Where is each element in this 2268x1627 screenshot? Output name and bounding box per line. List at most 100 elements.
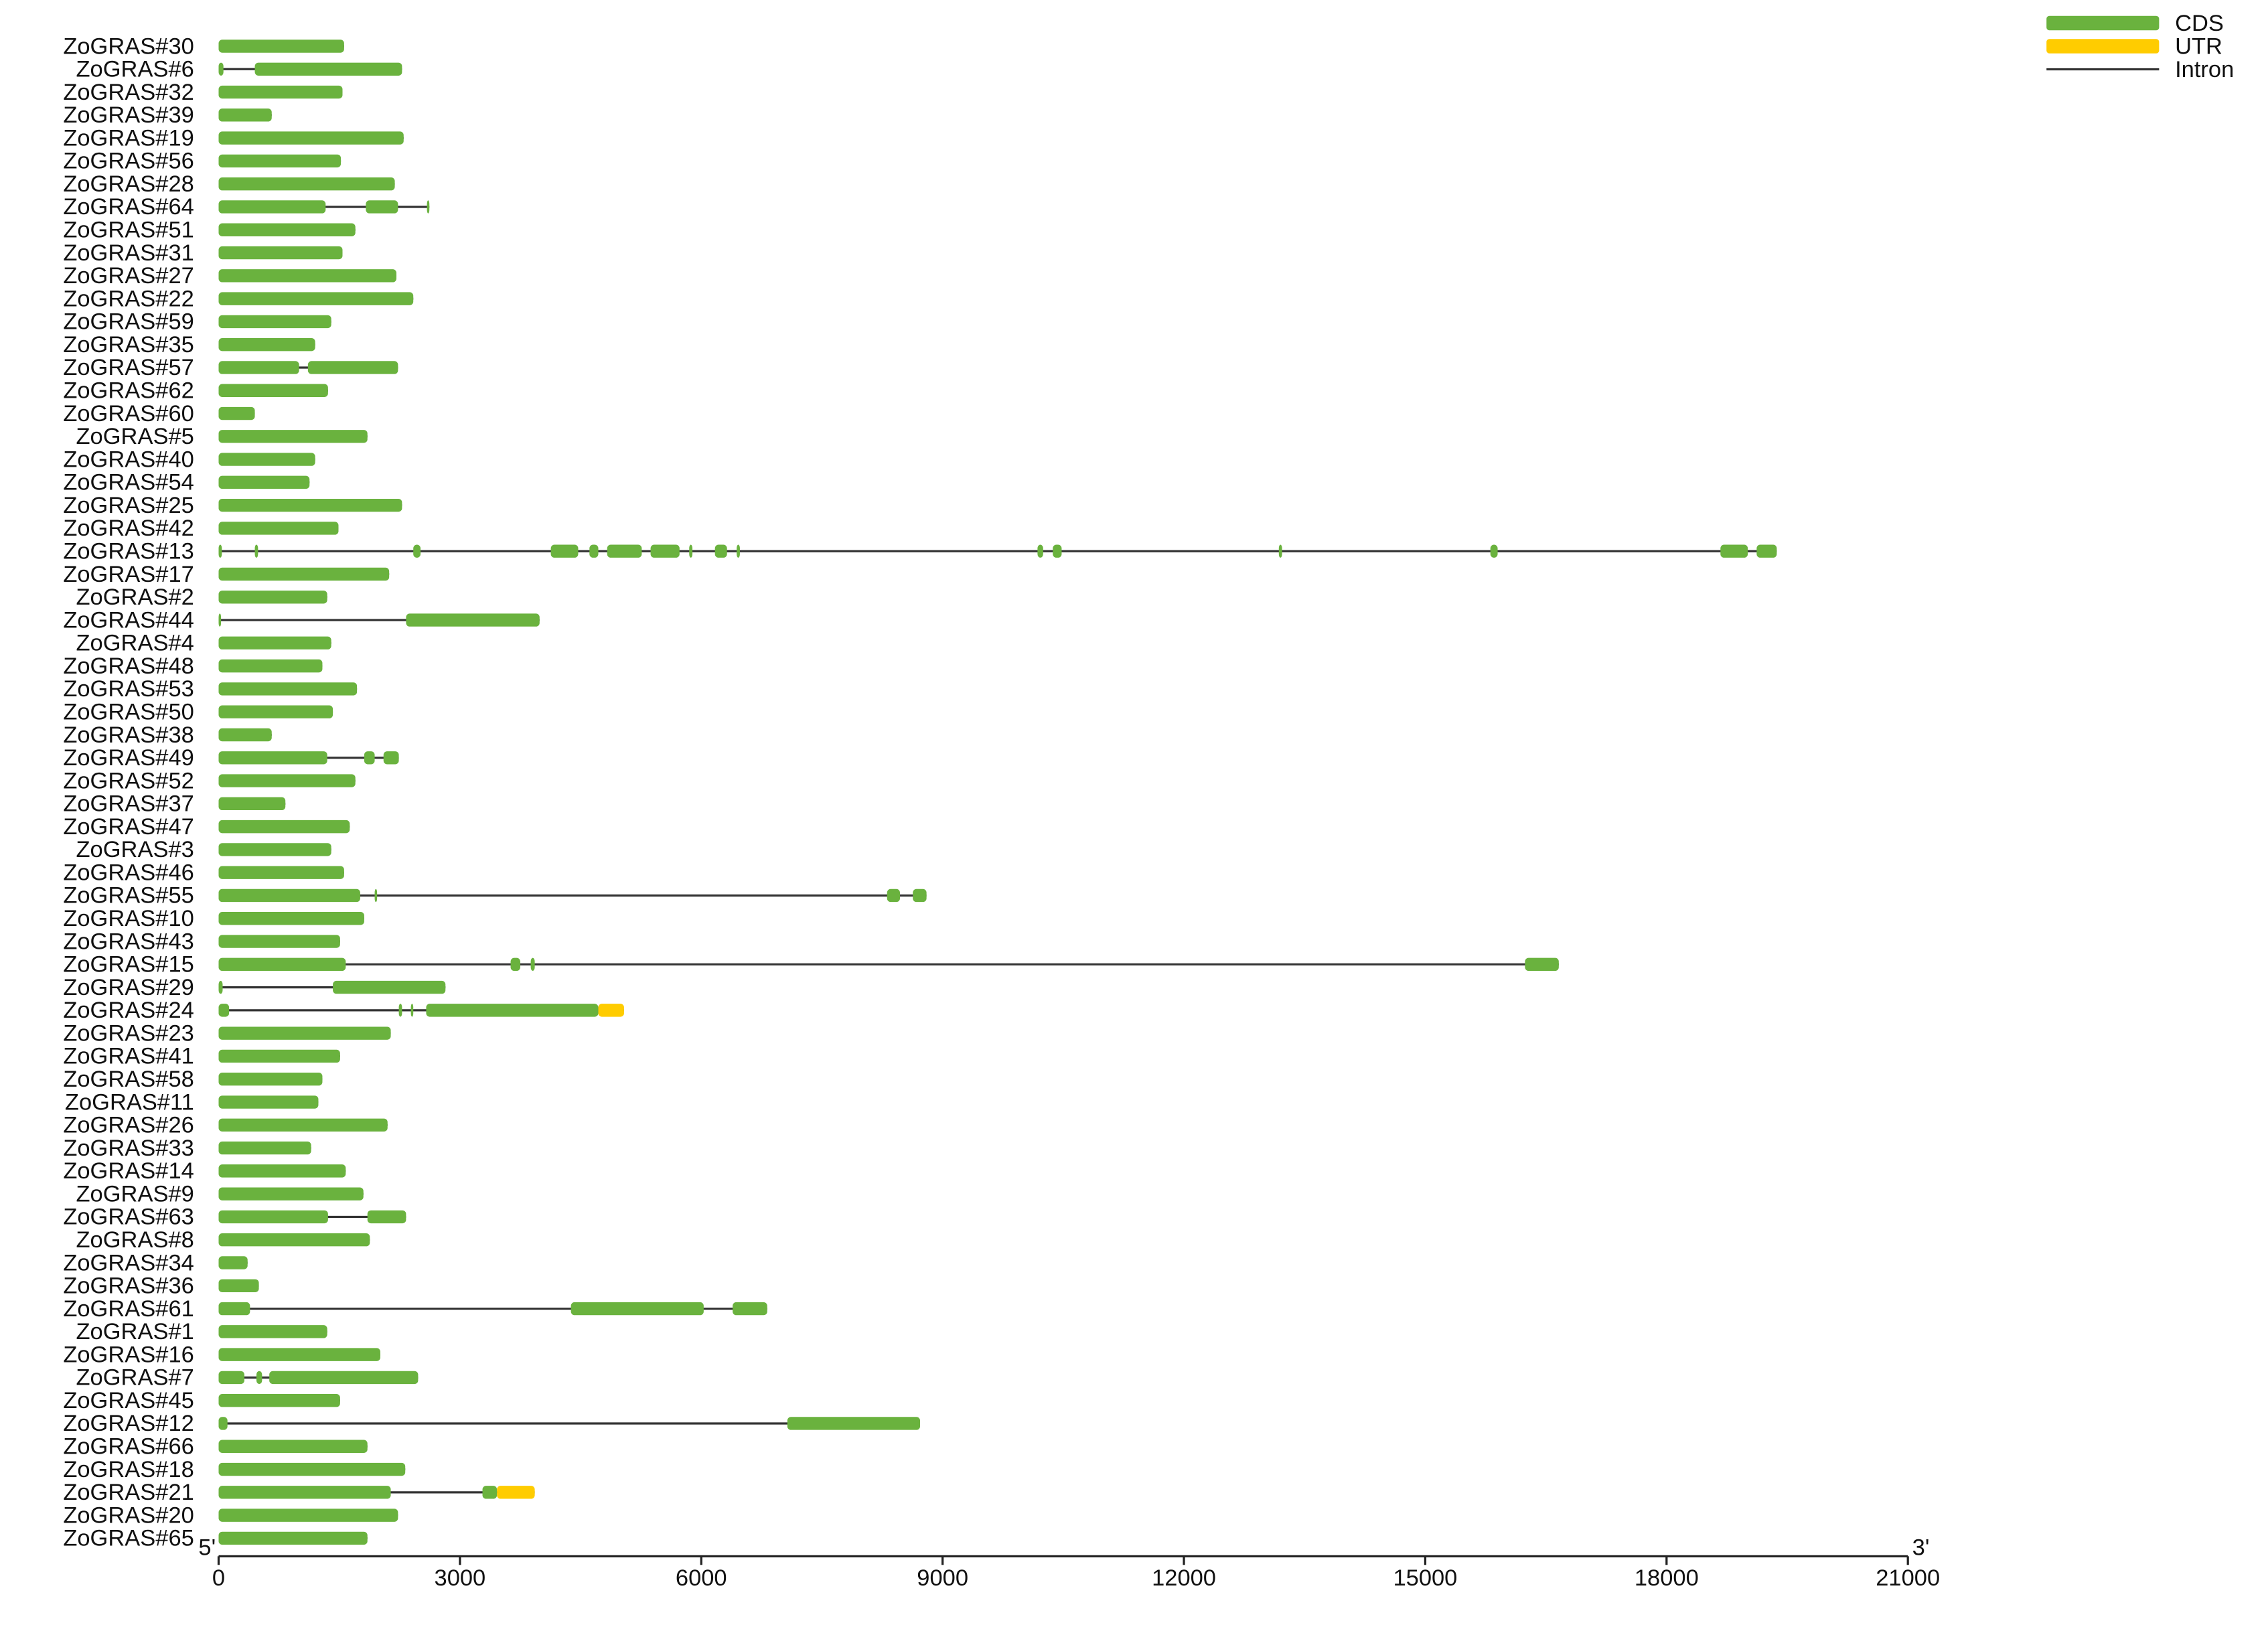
gene-label: ZoGRAS#19 (63, 125, 194, 151)
cds-block (218, 498, 402, 512)
gene-label: ZoGRAS#22 (63, 286, 194, 311)
gene-label: ZoGRAS#28 (63, 171, 194, 197)
cds-block (218, 1073, 323, 1086)
cds-block (383, 751, 399, 765)
x-tick-label: 21000 (1876, 1565, 1940, 1591)
cds-block (218, 384, 328, 397)
cds-block (218, 246, 343, 260)
cds-block (427, 200, 430, 214)
cds-block (256, 1371, 262, 1385)
gene-label: ZoGRAS#10 (63, 906, 194, 931)
cds-block (218, 820, 350, 834)
cds-block (254, 62, 402, 76)
gene-label: ZoGRAS#16 (63, 1342, 194, 1367)
cds-block (218, 1417, 228, 1430)
cds-block (218, 430, 368, 443)
gene-label: ZoGRAS#26 (63, 1113, 194, 1138)
gene-label: ZoGRAS#25 (63, 493, 194, 518)
cds-block (218, 1095, 319, 1109)
gene-label: ZoGRAS#8 (76, 1227, 194, 1253)
cds-block (218, 337, 315, 352)
gene-label: ZoGRAS#56 (63, 149, 194, 174)
cds-block (269, 1371, 419, 1385)
cds-block (218, 453, 315, 466)
cds-block (218, 1141, 311, 1155)
legend-label: Intron (2175, 57, 2234, 82)
cds-block (218, 522, 339, 535)
cds-block (218, 1256, 248, 1269)
cds-block (218, 177, 395, 191)
utr-block (598, 1004, 624, 1017)
gene-label: ZoGRAS#24 (63, 998, 194, 1023)
cds-block (714, 544, 727, 558)
x-tick-label: 15000 (1393, 1565, 1457, 1591)
cds-block (650, 544, 680, 558)
gene-label: ZoGRAS#52 (63, 768, 194, 793)
cds-block (1037, 544, 1043, 558)
x-tick-label: 12000 (1152, 1565, 1216, 1591)
cds-block (218, 1440, 368, 1453)
cds-block (218, 1164, 346, 1178)
cds-block (333, 980, 446, 994)
gene-label: ZoGRAS#61 (63, 1296, 194, 1322)
cds-block (737, 544, 740, 558)
cds-block (218, 1348, 380, 1361)
cds-block (218, 1187, 364, 1200)
gene-label: ZoGRAS#57 (63, 355, 194, 380)
gene-label: ZoGRAS#15 (63, 952, 194, 978)
gene-label: ZoGRAS#66 (63, 1434, 194, 1460)
cds-block (218, 980, 223, 994)
cds-block (218, 682, 358, 696)
cds-block (218, 1462, 406, 1476)
cds-block (1720, 544, 1748, 558)
gene-label: ZoGRAS#30 (63, 33, 194, 59)
cds-block (218, 591, 327, 604)
cds-block (887, 888, 900, 903)
cds-block (218, 40, 344, 53)
gene-label: ZoGRAS#12 (63, 1411, 194, 1436)
cds-block (410, 1004, 414, 1017)
cds-block (218, 957, 346, 972)
x-tick-label: 6000 (676, 1565, 727, 1591)
gene-label: ZoGRAS#13 (63, 538, 194, 564)
gene-label: ZoGRAS#48 (63, 653, 194, 679)
gene-label: ZoGRAS#45 (63, 1388, 194, 1413)
cds-block (218, 1325, 327, 1338)
gene-label: ZoGRAS#58 (63, 1067, 194, 1092)
cds-block (398, 1004, 402, 1017)
cds-block (218, 544, 222, 558)
gene-label: ZoGRAS#55 (63, 883, 194, 909)
legend-swatch (2046, 15, 2160, 31)
cds-block (218, 154, 342, 168)
cds-block (218, 223, 356, 236)
cds-block (218, 935, 340, 948)
gene-label: ZoGRAS#60 (63, 401, 194, 427)
cds-block (589, 544, 599, 558)
cds-block (1525, 957, 1559, 972)
gene-label: ZoGRAS#34 (63, 1250, 194, 1275)
cds-block (218, 728, 272, 742)
gene-label: ZoGRAS#65 (63, 1526, 194, 1551)
cds-block (482, 1486, 498, 1499)
x-tick-label: 3000 (435, 1565, 486, 1591)
cds-block (787, 1417, 921, 1430)
gene-label: ZoGRAS#33 (63, 1136, 194, 1161)
gene-label: ZoGRAS#47 (63, 814, 194, 840)
gene-label: ZoGRAS#32 (63, 80, 194, 105)
gene-label: ZoGRAS#11 (65, 1089, 194, 1115)
cds-block (218, 1049, 340, 1063)
gene-label: ZoGRAS#63 (63, 1205, 194, 1230)
x-tick-label: 0 (212, 1565, 225, 1591)
gene-label: ZoGRAS#23 (63, 1020, 194, 1046)
gene-label: ZoGRAS#53 (63, 676, 194, 702)
gene-label: ZoGRAS#41 (63, 1044, 194, 1069)
cds-block (689, 544, 693, 558)
cds-block (571, 1302, 704, 1316)
cds-block (218, 1302, 250, 1316)
gene-label: ZoGRAS#7 (76, 1365, 194, 1391)
cds-block (218, 912, 364, 925)
gene-label: ZoGRAS#38 (63, 722, 194, 748)
gene-label: ZoGRAS#2 (76, 585, 194, 610)
cds-block (218, 1531, 368, 1545)
